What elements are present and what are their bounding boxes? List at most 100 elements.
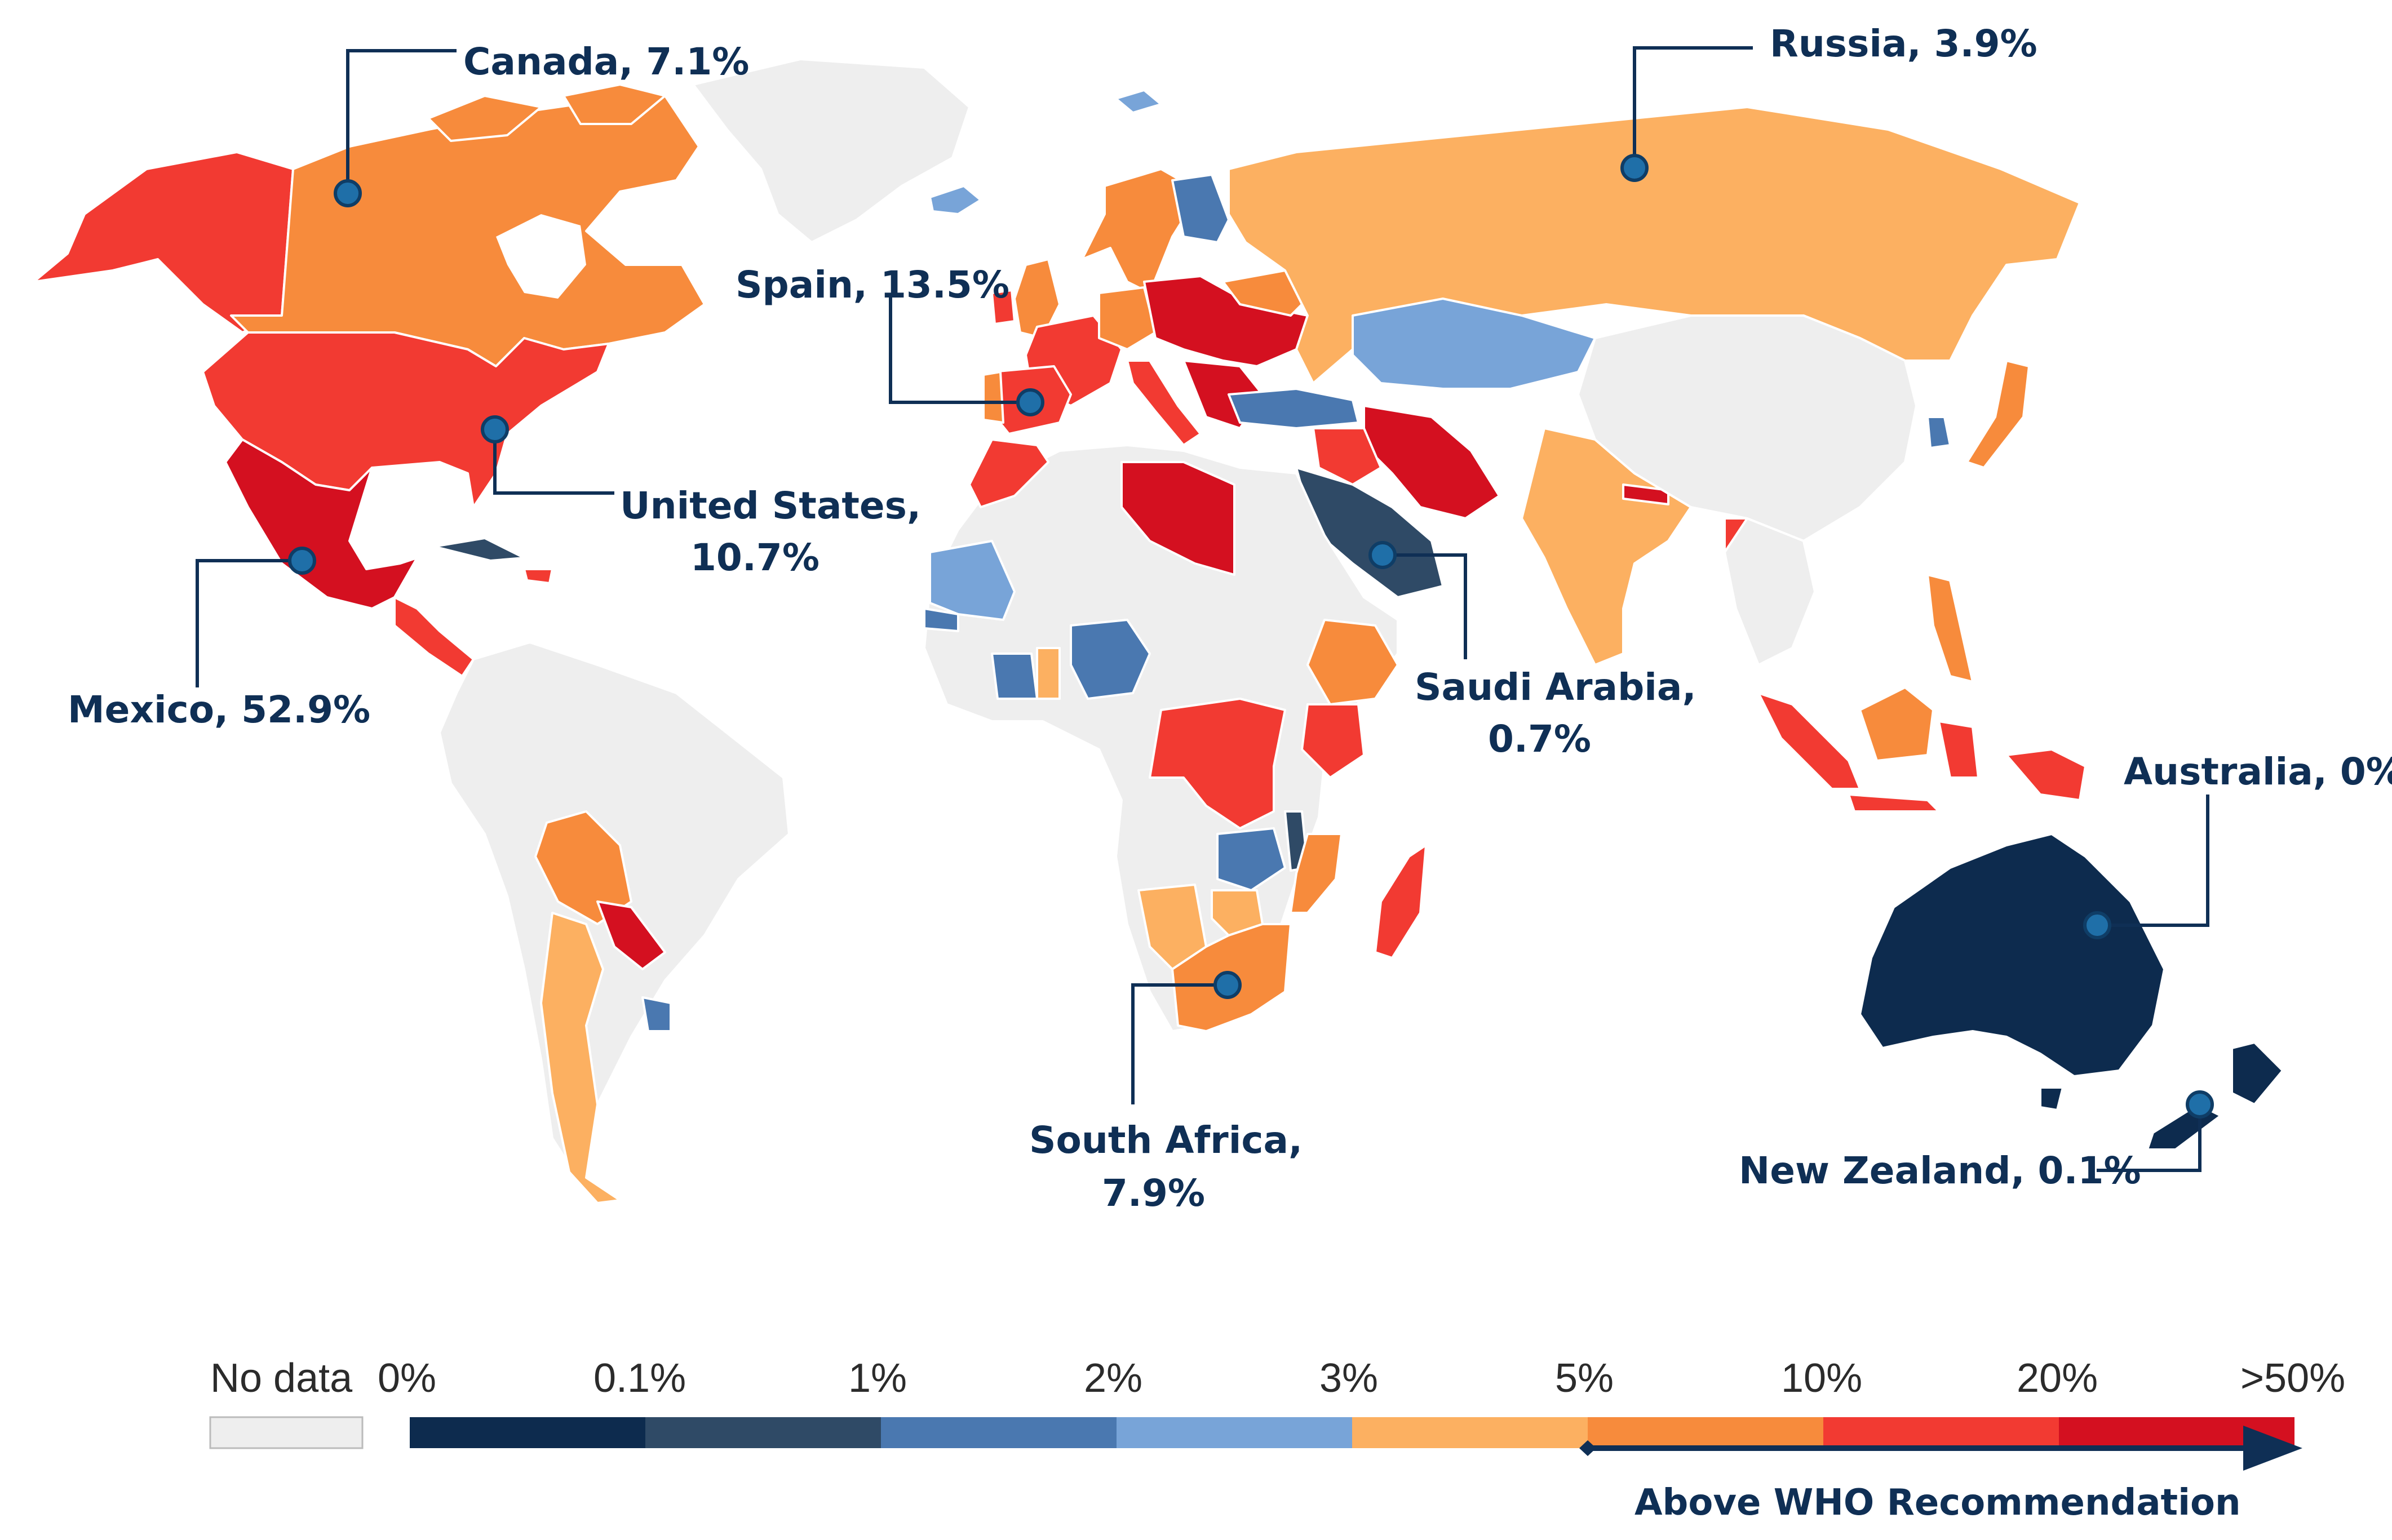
country-uruguay[interactable] [641,996,672,1032]
country-zambia[interactable] [1216,827,1286,891]
callout-leader-lines [196,46,2209,1172]
country-china[interactable] [1577,314,1917,542]
marker-mexico[interactable] [288,547,316,575]
hudson-bay [496,214,586,299]
country-paraguay[interactable] [596,900,666,970]
legend-tick-0: 0% [378,1356,436,1401]
legend-bin-1 [881,1417,1117,1448]
legend-tick-3: 2% [1084,1356,1142,1401]
who-arrow-head [2243,1426,2302,1471]
country-argentina[interactable] [540,912,621,1204]
country-indonesia-east[interactable] [1938,720,2087,801]
label-saudi-arabia-line2: 0.7% [1488,717,1591,761]
country-nigeria[interactable] [1070,619,1151,700]
legend-tick-2: 1% [848,1356,907,1401]
country-mozambique[interactable] [1290,833,1343,914]
leader-australia [2097,795,2209,927]
leader-saudi-arabia [1383,553,1467,659]
country-madagascar[interactable] [1374,844,1427,959]
leader-canada [346,49,457,193]
country-indonesia-sumatra[interactable] [1757,692,1861,790]
legend-tick-8: >50% [2240,1356,2345,1401]
label-mexico: Mexico, 52.9% [68,688,370,731]
label-south-africa-line2: 7.9% [1102,1171,1205,1215]
country-south-korea[interactable] [1926,416,1951,449]
leader-russia [1633,46,1753,168]
country-ghana[interactable] [1036,647,1061,700]
country-tasmania[interactable] [2039,1086,2064,1111]
legend-bin-10 [1823,1417,2059,1448]
legend-color-bins [410,1417,2294,1448]
callout-labels: Canada, 7.1% Russia, 3.9% Spain, 13.5% U… [68,22,2392,1215]
country-iceland[interactable] [929,185,982,215]
country-kazakhstan[interactable] [1352,298,1596,390]
label-australia: Australia, 0% [2124,750,2392,793]
country-senegal[interactable] [923,607,959,632]
who-recommendation-arrow: Above WHO Recommendation [1579,1426,2302,1524]
label-south-africa-line1: South Africa, [1029,1119,1303,1162]
legend-tick-4: 3% [1319,1356,1378,1401]
country-ethiopia[interactable] [1306,619,1399,705]
country-morocco[interactable] [968,438,1049,508]
legend-tick-5: 5% [1555,1356,1614,1401]
legend-no-data-label: No data [210,1356,353,1401]
label-canada: Canada, 7.1% [463,40,749,83]
country-japan[interactable] [1966,360,2030,469]
country-southeast-asia[interactable] [1724,517,1816,666]
marker-new-zealand[interactable] [2186,1090,2214,1119]
country-mexico[interactable] [224,438,418,610]
country-dr-congo[interactable] [1149,698,1286,829]
legend-bin-0-1 [645,1417,881,1448]
color-legend: No data 0% 0.1% 1% 2% 3% 5% 10% 20% >50% [209,1356,2345,1524]
marker-south-africa[interactable] [1213,971,1242,999]
marker-russia[interactable] [1620,154,1649,182]
legend-bin-5 [1588,1417,1823,1448]
country-ireland[interactable] [991,289,1016,325]
label-new-zealand: New Zealand, 0.1% [1739,1149,2141,1192]
label-spain: Spain, 13.5% [736,263,1009,307]
country-greenland[interactable] [692,58,971,243]
country-cuba[interactable] [433,537,525,562]
country-shapes [33,58,2284,1204]
country-philippines[interactable] [1926,574,1974,683]
country-indonesia-java[interactable] [1848,793,1940,813]
legend-tick-6: 10% [1781,1356,1862,1401]
country-central-america[interactable] [393,596,475,677]
marker-saudi-arabia[interactable] [1368,541,1397,569]
country-kenya[interactable] [1301,703,1365,779]
country-nepal[interactable] [1622,483,1669,505]
country-finland[interactable] [1171,174,1230,243]
country-new-zealand[interactable] [2146,1041,2284,1151]
legend-bin-2 [1117,1417,1352,1448]
legend-tick-7: 20% [2017,1356,2098,1401]
country-central-europe[interactable] [1143,275,1309,367]
country-west-africa-1[interactable] [991,653,1038,700]
label-united-states-line2: 10.7% [690,536,820,579]
marker-australia[interactable] [2083,911,2111,939]
marker-canada[interactable] [334,179,362,207]
label-russia: Russia, 3.9% [1770,22,2037,65]
country-mauritania[interactable] [929,540,1016,621]
country-svalbard[interactable] [1115,89,1162,114]
country-portugal[interactable] [982,371,1004,424]
leader-mexico [196,559,302,687]
marker-united-states[interactable] [481,415,509,443]
callout-markers [288,154,2214,1119]
country-turkey[interactable] [1228,388,1359,429]
country-germany[interactable] [1098,286,1157,350]
country-indonesia-borneo[interactable] [1859,686,1934,762]
country-iraq[interactable] [1312,427,1382,486]
marker-spain[interactable] [1016,388,1044,416]
leader-new-zealand [2097,1104,2201,1172]
leader-south-africa [1131,983,1228,1104]
country-canada-arctic-islands[interactable] [427,83,666,142]
country-italy[interactable] [1126,360,1202,446]
leader-united-states [493,429,614,495]
country-dominican-republic[interactable] [523,568,553,584]
country-libya[interactable] [1120,461,1235,576]
country-alaska[interactable] [33,151,294,334]
legend-bin-0 [410,1417,645,1448]
label-united-states-line1: United States, [620,484,921,527]
country-australia[interactable] [1859,833,2165,1077]
